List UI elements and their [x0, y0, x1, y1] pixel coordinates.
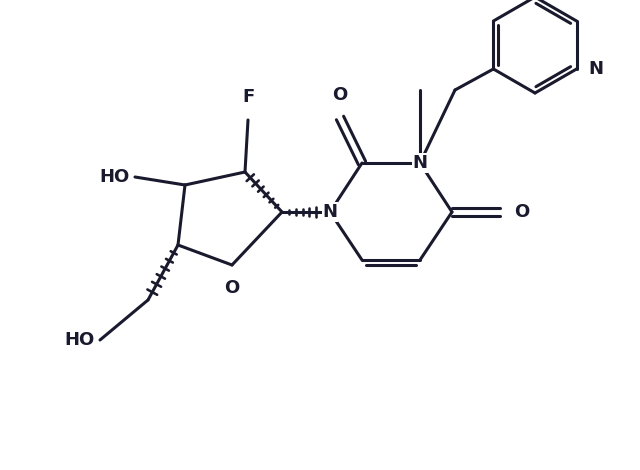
Text: N: N	[413, 154, 428, 172]
Text: O: O	[332, 86, 348, 104]
Text: N: N	[589, 60, 604, 78]
Text: HO: HO	[65, 331, 95, 349]
Text: HO: HO	[100, 168, 130, 186]
Text: N: N	[323, 203, 337, 221]
Text: O: O	[514, 203, 529, 221]
Text: O: O	[225, 279, 239, 297]
Text: F: F	[242, 88, 254, 106]
